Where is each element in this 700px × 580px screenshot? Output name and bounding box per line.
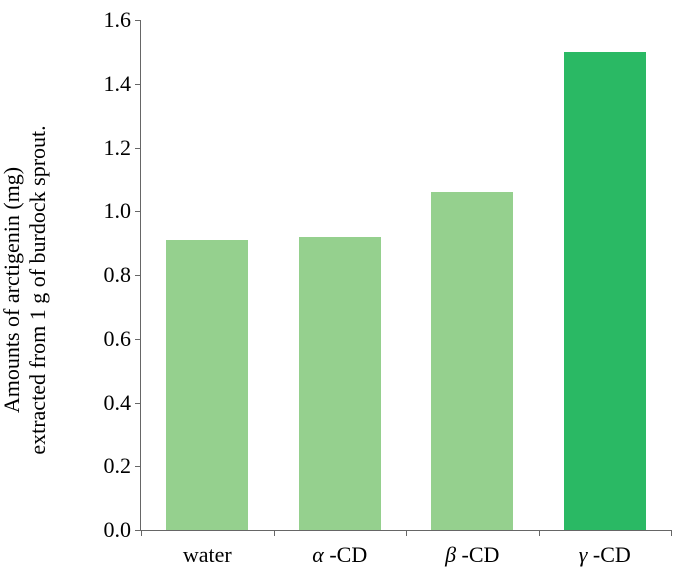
y-tick-label: 0.8	[104, 262, 132, 288]
x-label-suffix: -CD	[587, 542, 630, 567]
x-label-prefix: β	[445, 542, 456, 567]
y-tick-label: 1.6	[104, 7, 132, 33]
x-tick-mark	[274, 530, 275, 536]
x-label-name: water	[183, 542, 232, 567]
y-tick-label: 0.6	[104, 326, 132, 352]
x-axis-label: α -CD	[312, 542, 367, 568]
y-tick-mark	[135, 339, 141, 340]
y-tick-label: 1.0	[104, 198, 132, 224]
y-axis-label-line1: Amounts of arctigenin (mg)	[0, 167, 24, 413]
y-axis-label-line2: extracted from 1 g of burdock sprout.	[25, 30, 51, 550]
bar	[299, 237, 381, 530]
x-axis-label: β -CD	[445, 542, 499, 568]
plot-area: 0.00.20.40.60.81.01.21.41.6waterα -CDβ -…	[140, 20, 671, 531]
y-tick-label: 1.4	[104, 71, 132, 97]
y-tick-mark	[135, 466, 141, 467]
y-tick-label: 0.0	[104, 517, 132, 543]
y-tick-label: 0.4	[104, 390, 132, 416]
y-tick-label: 0.2	[104, 453, 132, 479]
x-label-suffix: -CD	[456, 542, 499, 567]
x-tick-mark	[671, 530, 672, 536]
x-label-prefix: γ	[579, 542, 588, 567]
y-tick-mark	[135, 403, 141, 404]
bar-chart: Amounts of arctigenin (mg) extracted fro…	[0, 0, 700, 580]
y-tick-mark	[135, 84, 141, 85]
y-tick-mark	[135, 20, 141, 21]
x-axis-label: γ -CD	[579, 542, 631, 568]
x-tick-mark	[539, 530, 540, 536]
x-label-suffix: -CD	[324, 542, 367, 567]
y-tick-mark	[135, 211, 141, 212]
x-tick-mark	[406, 530, 407, 536]
bar	[431, 192, 513, 530]
y-tick-label: 1.2	[104, 135, 132, 161]
x-axis-label: water	[183, 542, 232, 568]
x-label-prefix: α	[312, 542, 324, 567]
y-axis-label: Amounts of arctigenin (mg) extracted fro…	[0, 30, 51, 550]
bar	[166, 240, 248, 530]
y-tick-mark	[135, 275, 141, 276]
y-tick-mark	[135, 148, 141, 149]
x-tick-mark	[141, 530, 142, 536]
bar	[564, 52, 646, 530]
